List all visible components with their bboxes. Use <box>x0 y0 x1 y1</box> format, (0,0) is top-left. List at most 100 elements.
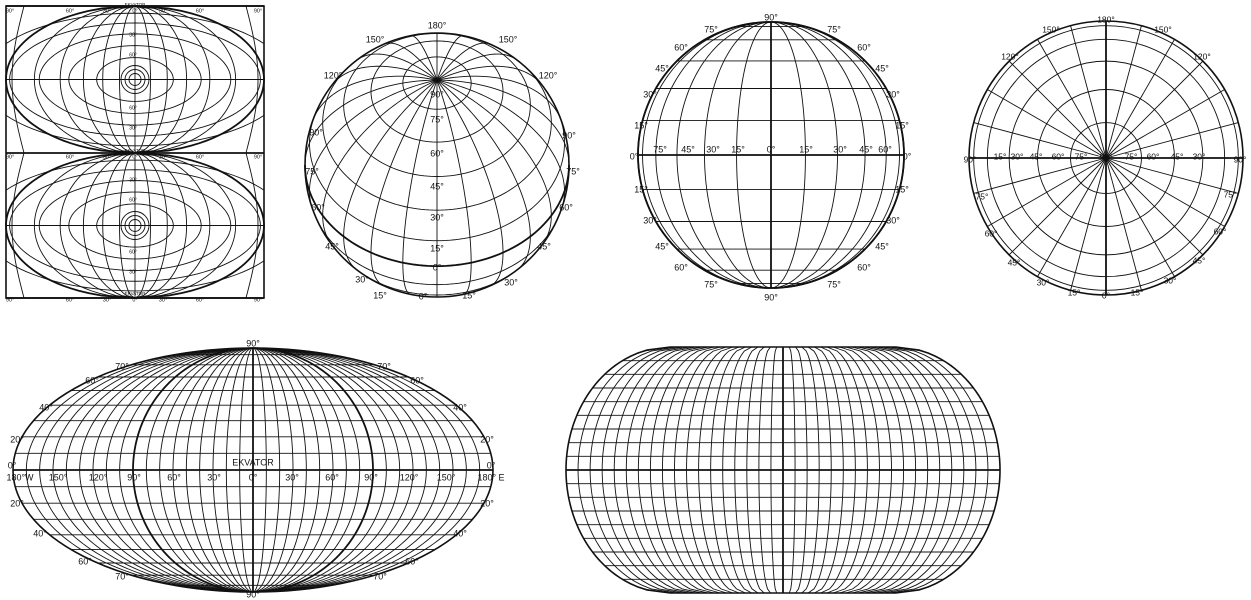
meridian <box>436 75 563 122</box>
edge-label: 70° <box>115 361 129 371</box>
meridian <box>252 347 427 593</box>
globe-label: 0° <box>419 291 428 301</box>
edge-label: 30° <box>159 154 167 160</box>
globe-label: 45° <box>1193 255 1206 265</box>
globe-label: 75° <box>704 24 718 34</box>
meridian <box>39 347 254 593</box>
edge-label: 60° <box>405 556 419 566</box>
center-label: 75° <box>1125 151 1138 161</box>
meridian <box>119 347 254 593</box>
globe-label: 30° <box>643 89 657 99</box>
equator-label: 45° <box>681 144 695 154</box>
globe-label: 120° <box>539 70 558 80</box>
equator-label: 0° <box>249 472 258 482</box>
meridian <box>252 347 467 593</box>
globe-label: 60° <box>857 42 871 52</box>
globe-label: 45° <box>655 63 669 73</box>
meridian <box>833 346 880 594</box>
edge-label: 0° <box>132 8 137 14</box>
edge-label: 0° <box>487 460 496 470</box>
globe-label: 150° <box>366 34 385 44</box>
equator-label: 30° <box>207 472 221 482</box>
meridian <box>820 346 856 594</box>
meridian <box>410 35 438 81</box>
meridian <box>52 347 254 593</box>
meridian <box>845 346 905 594</box>
meridian <box>79 347 254 593</box>
globe-label: 0° <box>433 262 442 272</box>
meridian <box>686 346 733 594</box>
edge-label: 90° <box>6 297 14 303</box>
meridian <box>159 347 254 593</box>
globe-label: 15° <box>1131 287 1144 297</box>
meridian-ray <box>1008 157 1107 256</box>
meridian <box>637 346 708 594</box>
edge-label: 30° <box>103 297 111 303</box>
meridian <box>674 346 727 594</box>
equator-label: 15° <box>731 144 745 154</box>
boundary-arc <box>11 5 25 154</box>
meridian <box>661 346 721 594</box>
meridian <box>252 347 361 593</box>
globe-label: 15° <box>634 184 648 194</box>
meridian <box>601 346 690 594</box>
edge-label: 60° <box>78 556 92 566</box>
boundary-arc <box>11 152 25 299</box>
meridian <box>322 79 438 244</box>
edge-label: 60° <box>66 154 74 160</box>
globe-label: 150° <box>499 34 518 44</box>
equator-label: 45° <box>859 144 873 154</box>
edge-label: 60° <box>196 297 204 303</box>
polar-azimuthal-globe: 180° 150° 150° 120° 120° 90° 90° 75° 75° 60° 60° 45… <box>964 14 1247 300</box>
parallel <box>322 61 552 211</box>
globe-label: 30° <box>886 89 900 99</box>
meridian <box>357 53 438 81</box>
meridian-ray <box>1070 157 1107 291</box>
boundary-arc <box>245 152 259 299</box>
meridian <box>309 79 438 209</box>
meridian-ray <box>1105 89 1225 159</box>
meridian-ray <box>1105 25 1142 159</box>
globe-label: 75° <box>976 191 989 201</box>
globe-label: 150° <box>1042 24 1060 34</box>
meridian <box>722 346 752 594</box>
equator-label: 0° <box>767 144 776 154</box>
globe-label: 90° <box>1234 154 1247 164</box>
edge-label: 0° <box>132 154 137 160</box>
equator-label: 15° <box>799 144 813 154</box>
equator-label: 90° <box>364 472 378 482</box>
meridian <box>801 346 820 594</box>
globe-label: 15° <box>462 290 476 300</box>
pole-label: 30° <box>129 177 137 183</box>
meridian-ray <box>1105 157 1175 277</box>
edge-label: 30° <box>159 297 167 303</box>
meridian-ray <box>1105 157 1239 194</box>
meridian <box>402 80 438 295</box>
globe-label: 75° <box>430 114 444 124</box>
edge-label: 0° <box>8 460 17 470</box>
edge-label: 40° <box>453 528 467 538</box>
globe-label: 30° <box>430 212 444 222</box>
globe-label: 75° <box>827 24 841 34</box>
meridian <box>870 346 953 594</box>
pole-label: 90° <box>246 589 260 599</box>
globe-label: 120° <box>1001 51 1019 61</box>
globe-label: 60° <box>559 202 573 212</box>
equator-caption: EKVATOR <box>232 457 274 467</box>
edge-label: 90° <box>254 154 262 160</box>
center-label: 45° <box>1030 151 1043 161</box>
globe-label: 15° <box>895 120 909 130</box>
meridian <box>252 347 401 593</box>
edge-label: 40° <box>453 402 467 412</box>
equator-label: 30° <box>285 472 299 482</box>
meridian-ray <box>1070 25 1107 159</box>
meridian-ray <box>1037 157 1107 277</box>
meridian-ray <box>1105 157 1142 291</box>
meridian <box>199 347 254 593</box>
meridian-ray <box>987 89 1107 159</box>
meridian <box>436 65 542 85</box>
meridian <box>814 346 844 594</box>
edge-label: 30° <box>103 8 111 14</box>
